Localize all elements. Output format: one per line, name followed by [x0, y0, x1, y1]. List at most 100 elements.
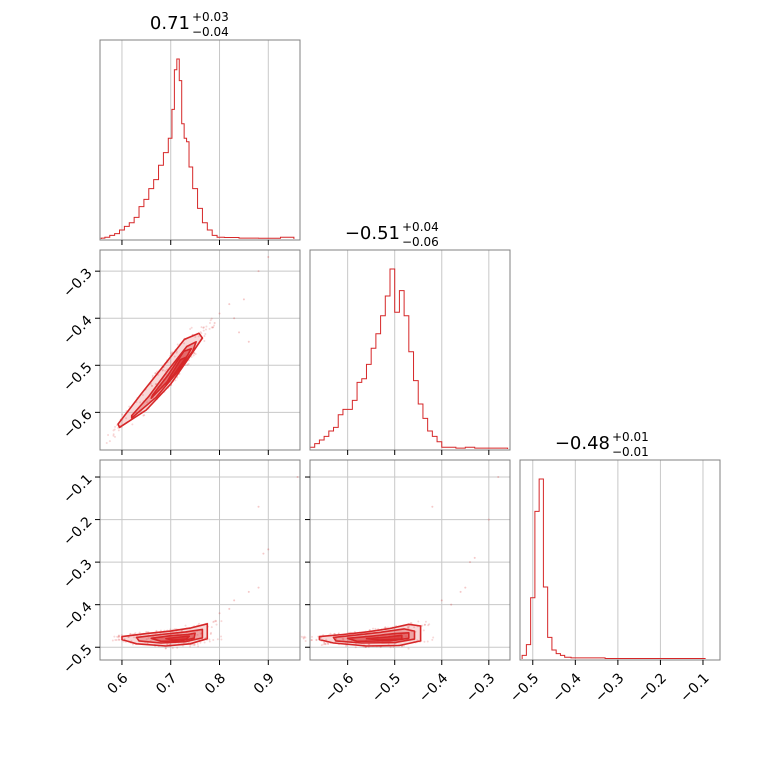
- sample-point: [333, 632, 336, 635]
- sample-point: [113, 635, 116, 638]
- sample-point: [198, 622, 201, 625]
- sample-point: [296, 476, 299, 479]
- sample-point: [487, 518, 490, 521]
- sample-point: [176, 343, 179, 346]
- sample-point: [428, 623, 431, 626]
- sample-point: [169, 628, 172, 631]
- sample-point: [310, 635, 313, 638]
- sample-point: [164, 647, 167, 650]
- sample-point: [112, 429, 115, 432]
- sample-point: [193, 644, 196, 647]
- sample-point: [214, 620, 217, 623]
- sample-point: [171, 647, 174, 650]
- sample-point: [392, 646, 395, 649]
- sample-point: [322, 643, 325, 646]
- title-upper-error: +0.01: [612, 430, 649, 444]
- y-tick-label: −0.5: [60, 642, 95, 677]
- histogram-panel-0: [99, 39, 301, 241]
- x-tick-label: 0.7: [153, 670, 180, 697]
- sample-point: [199, 632, 202, 635]
- sample-point: [220, 635, 223, 638]
- panel-title-2: −0.48 +0.01−0.01: [555, 430, 649, 459]
- sample-point: [337, 632, 340, 635]
- sample-point: [424, 620, 427, 623]
- x-tick-label: −0.1: [677, 670, 712, 705]
- histogram-param-0: [100, 58, 295, 239]
- sample-point: [216, 638, 219, 641]
- y-tick-label: −0.2: [60, 514, 95, 549]
- sample-point: [154, 372, 157, 375]
- x-tick-label: −0.5: [369, 670, 404, 705]
- sample-point: [175, 351, 178, 354]
- sample-point: [111, 639, 114, 642]
- sample-point: [213, 321, 216, 324]
- x-tick-label: −0.6: [322, 670, 357, 705]
- sample-point: [118, 635, 121, 638]
- sample-point: [212, 639, 215, 642]
- x-tick-label: −0.4: [550, 670, 585, 705]
- sample-point: [497, 476, 500, 479]
- sample-point: [209, 632, 212, 635]
- sample-point: [327, 642, 330, 645]
- sample-point: [203, 334, 206, 337]
- sample-point: [233, 599, 236, 602]
- sample-point: [228, 303, 231, 306]
- sample-point: [192, 643, 195, 646]
- sample-point: [193, 643, 196, 646]
- sample-point: [304, 636, 307, 639]
- density-panel-1-2: [300, 476, 500, 650]
- contour-level-3: [165, 356, 188, 385]
- sample-point: [169, 643, 172, 646]
- sample-point: [407, 627, 410, 630]
- sample-point: [117, 636, 120, 639]
- sample-point: [257, 505, 260, 508]
- sample-point: [310, 638, 313, 641]
- x-tick-label: −0.5: [507, 670, 542, 705]
- sample-point: [154, 383, 157, 386]
- sample-point: [114, 639, 117, 642]
- density-frame-0-2: [99, 459, 301, 661]
- sample-point: [112, 433, 115, 436]
- sample-point: [183, 342, 186, 345]
- sample-point: [212, 621, 215, 624]
- sample-point: [324, 643, 327, 646]
- sample-point: [213, 324, 216, 327]
- histogram-panel-2: [519, 459, 721, 661]
- sample-point: [196, 642, 199, 645]
- sample-point: [220, 620, 223, 623]
- sample-point: [440, 599, 443, 602]
- sample-point: [469, 561, 471, 564]
- sample-point: [242, 298, 245, 301]
- sample-point: [389, 646, 392, 649]
- sample-point: [184, 624, 187, 627]
- sample-point: [190, 326, 193, 329]
- sample-point: [218, 312, 221, 315]
- sample-point: [154, 371, 157, 374]
- sample-point: [116, 635, 119, 638]
- sample-point: [310, 639, 313, 642]
- sample-point: [131, 643, 134, 646]
- sample-point: [422, 629, 425, 632]
- sample-point: [117, 634, 120, 637]
- sample-point: [189, 327, 192, 330]
- sample-point: [164, 369, 167, 372]
- sample-point: [200, 332, 203, 335]
- density-panel-0-1: [105, 256, 270, 445]
- sample-point: [203, 339, 206, 342]
- sample-point: [128, 405, 131, 408]
- sample-point: [186, 363, 189, 366]
- sample-point: [213, 620, 216, 623]
- sample-point: [417, 620, 420, 623]
- sample-point: [247, 340, 250, 343]
- sample-point: [423, 623, 426, 626]
- sample-point: [342, 637, 345, 640]
- sample-point: [408, 625, 411, 628]
- sample-point: [202, 326, 205, 329]
- sample-point: [325, 638, 328, 641]
- x-tick-label: 0.8: [202, 670, 229, 697]
- sample-point: [413, 626, 416, 629]
- sample-point: [125, 417, 128, 420]
- histogram-param-1: [309, 268, 509, 449]
- sample-point: [132, 636, 135, 639]
- sample-point: [464, 586, 467, 589]
